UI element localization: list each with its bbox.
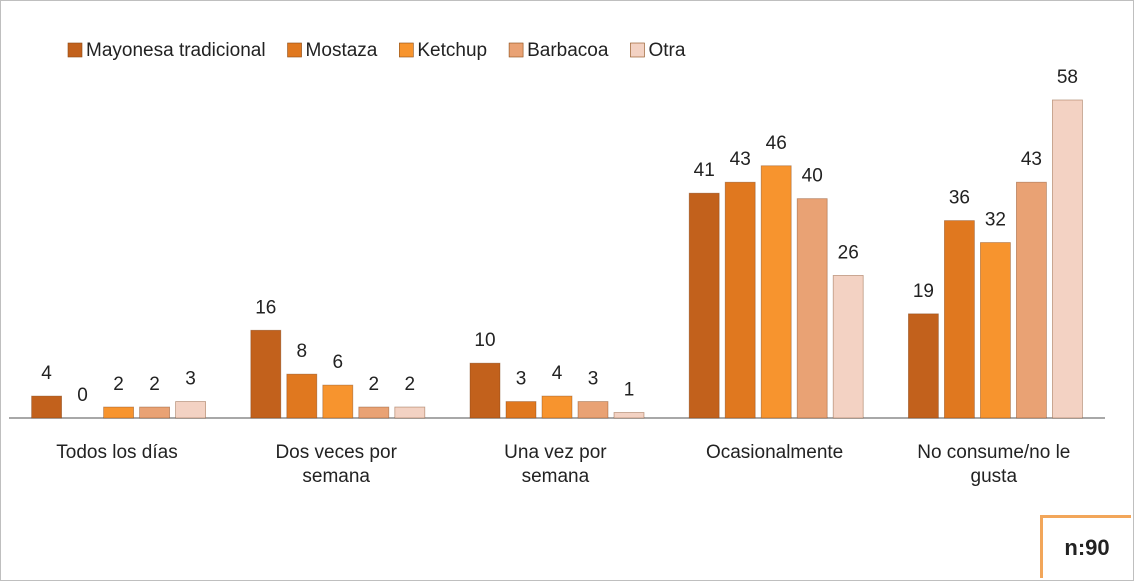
legend-label: Ketchup [417,40,487,61]
x-tick-label: Ocasionalmente [705,442,844,463]
value-label: 40 [802,166,823,187]
bar [358,406,390,419]
bar [31,395,63,419]
bar [908,313,939,419]
value-label: 43 [1021,149,1042,170]
value-label: 4 [41,363,52,384]
bar [250,329,282,419]
value-label: 46 [766,133,787,154]
bar [796,198,828,419]
sample-size-note: n:90 [1040,515,1131,578]
value-label: 32 [985,210,1006,231]
bar [760,165,792,419]
legend-swatch [67,42,83,58]
value-label: 3 [185,369,196,390]
value-label: 19 [913,281,934,302]
bar [724,181,756,419]
bar [832,275,864,419]
bar [541,395,573,419]
bar [139,406,171,419]
legend-swatch [399,42,414,58]
legend-label: Mostaza [306,40,378,61]
value-label: 2 [405,374,416,395]
value-label: 43 [730,149,751,170]
value-label: 16 [255,297,276,318]
value-label: 36 [949,188,970,209]
x-tick-label: Una vez por semana [504,442,607,487]
bar [103,406,134,419]
bar [394,406,426,419]
x-tick-label: Dos veces por semana [275,442,397,487]
value-label: 3 [588,369,599,390]
bar [286,373,318,419]
bar [980,242,1011,419]
legend-label: Barbacoa [527,40,609,61]
legend-swatch [508,42,524,58]
bar [505,401,537,419]
value-label: 26 [838,242,859,263]
bar [688,192,720,419]
x-tick-label: No consume/no le gusta [917,442,1071,487]
legend-swatch [287,42,302,58]
legend-label: Otra [648,40,685,61]
bar [944,220,975,419]
value-label: 0 [77,385,88,406]
bar [175,401,207,419]
value-label: 2 [149,374,160,395]
value-label: 41 [694,160,715,181]
bar [1052,99,1083,419]
bar [469,362,501,419]
value-label: 3 [516,369,527,390]
legend-swatch [630,42,645,58]
value-label: 1 [624,380,635,401]
value-label: 8 [297,341,308,362]
value-label: 58 [1057,67,1078,88]
bar [322,384,354,419]
bar [1016,181,1047,419]
value-label: 10 [474,330,495,351]
value-label: 4 [552,363,563,384]
x-tick-label: Todos los días [56,442,178,463]
legend-label: Mayonesa tradicional [86,40,266,61]
bar [577,401,609,419]
value-label: 6 [333,352,344,373]
value-label: 2 [369,374,380,395]
bar [613,412,645,419]
value-label: 2 [113,374,124,395]
